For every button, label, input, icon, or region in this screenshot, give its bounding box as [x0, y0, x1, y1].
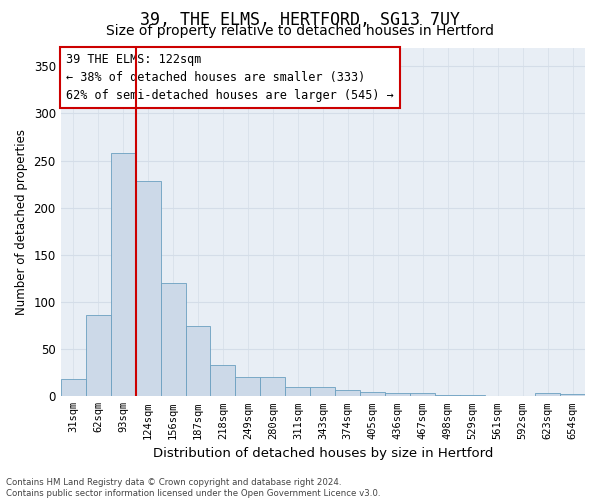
X-axis label: Distribution of detached houses by size in Hertford: Distribution of detached houses by size … — [152, 447, 493, 460]
Bar — [235, 378, 260, 396]
Bar — [286, 387, 310, 396]
Bar — [211, 365, 235, 396]
Bar — [310, 387, 335, 396]
Bar — [360, 392, 385, 396]
Bar — [61, 380, 86, 396]
Bar — [110, 153, 136, 396]
Bar — [385, 392, 410, 396]
Bar — [185, 326, 211, 396]
Bar — [410, 394, 435, 396]
Bar — [86, 315, 110, 396]
Bar — [335, 390, 360, 396]
Bar — [535, 394, 560, 396]
Text: 39, THE ELMS, HERTFORD, SG13 7UY: 39, THE ELMS, HERTFORD, SG13 7UY — [140, 11, 460, 29]
Text: 39 THE ELMS: 122sqm
← 38% of detached houses are smaller (333)
62% of semi-detac: 39 THE ELMS: 122sqm ← 38% of detached ho… — [66, 52, 394, 102]
Bar — [136, 182, 161, 396]
Bar — [260, 378, 286, 396]
Text: Contains HM Land Registry data © Crown copyright and database right 2024.
Contai: Contains HM Land Registry data © Crown c… — [6, 478, 380, 498]
Y-axis label: Number of detached properties: Number of detached properties — [15, 129, 28, 315]
Bar — [161, 283, 185, 397]
Text: Size of property relative to detached houses in Hertford: Size of property relative to detached ho… — [106, 24, 494, 38]
Bar — [560, 394, 585, 396]
